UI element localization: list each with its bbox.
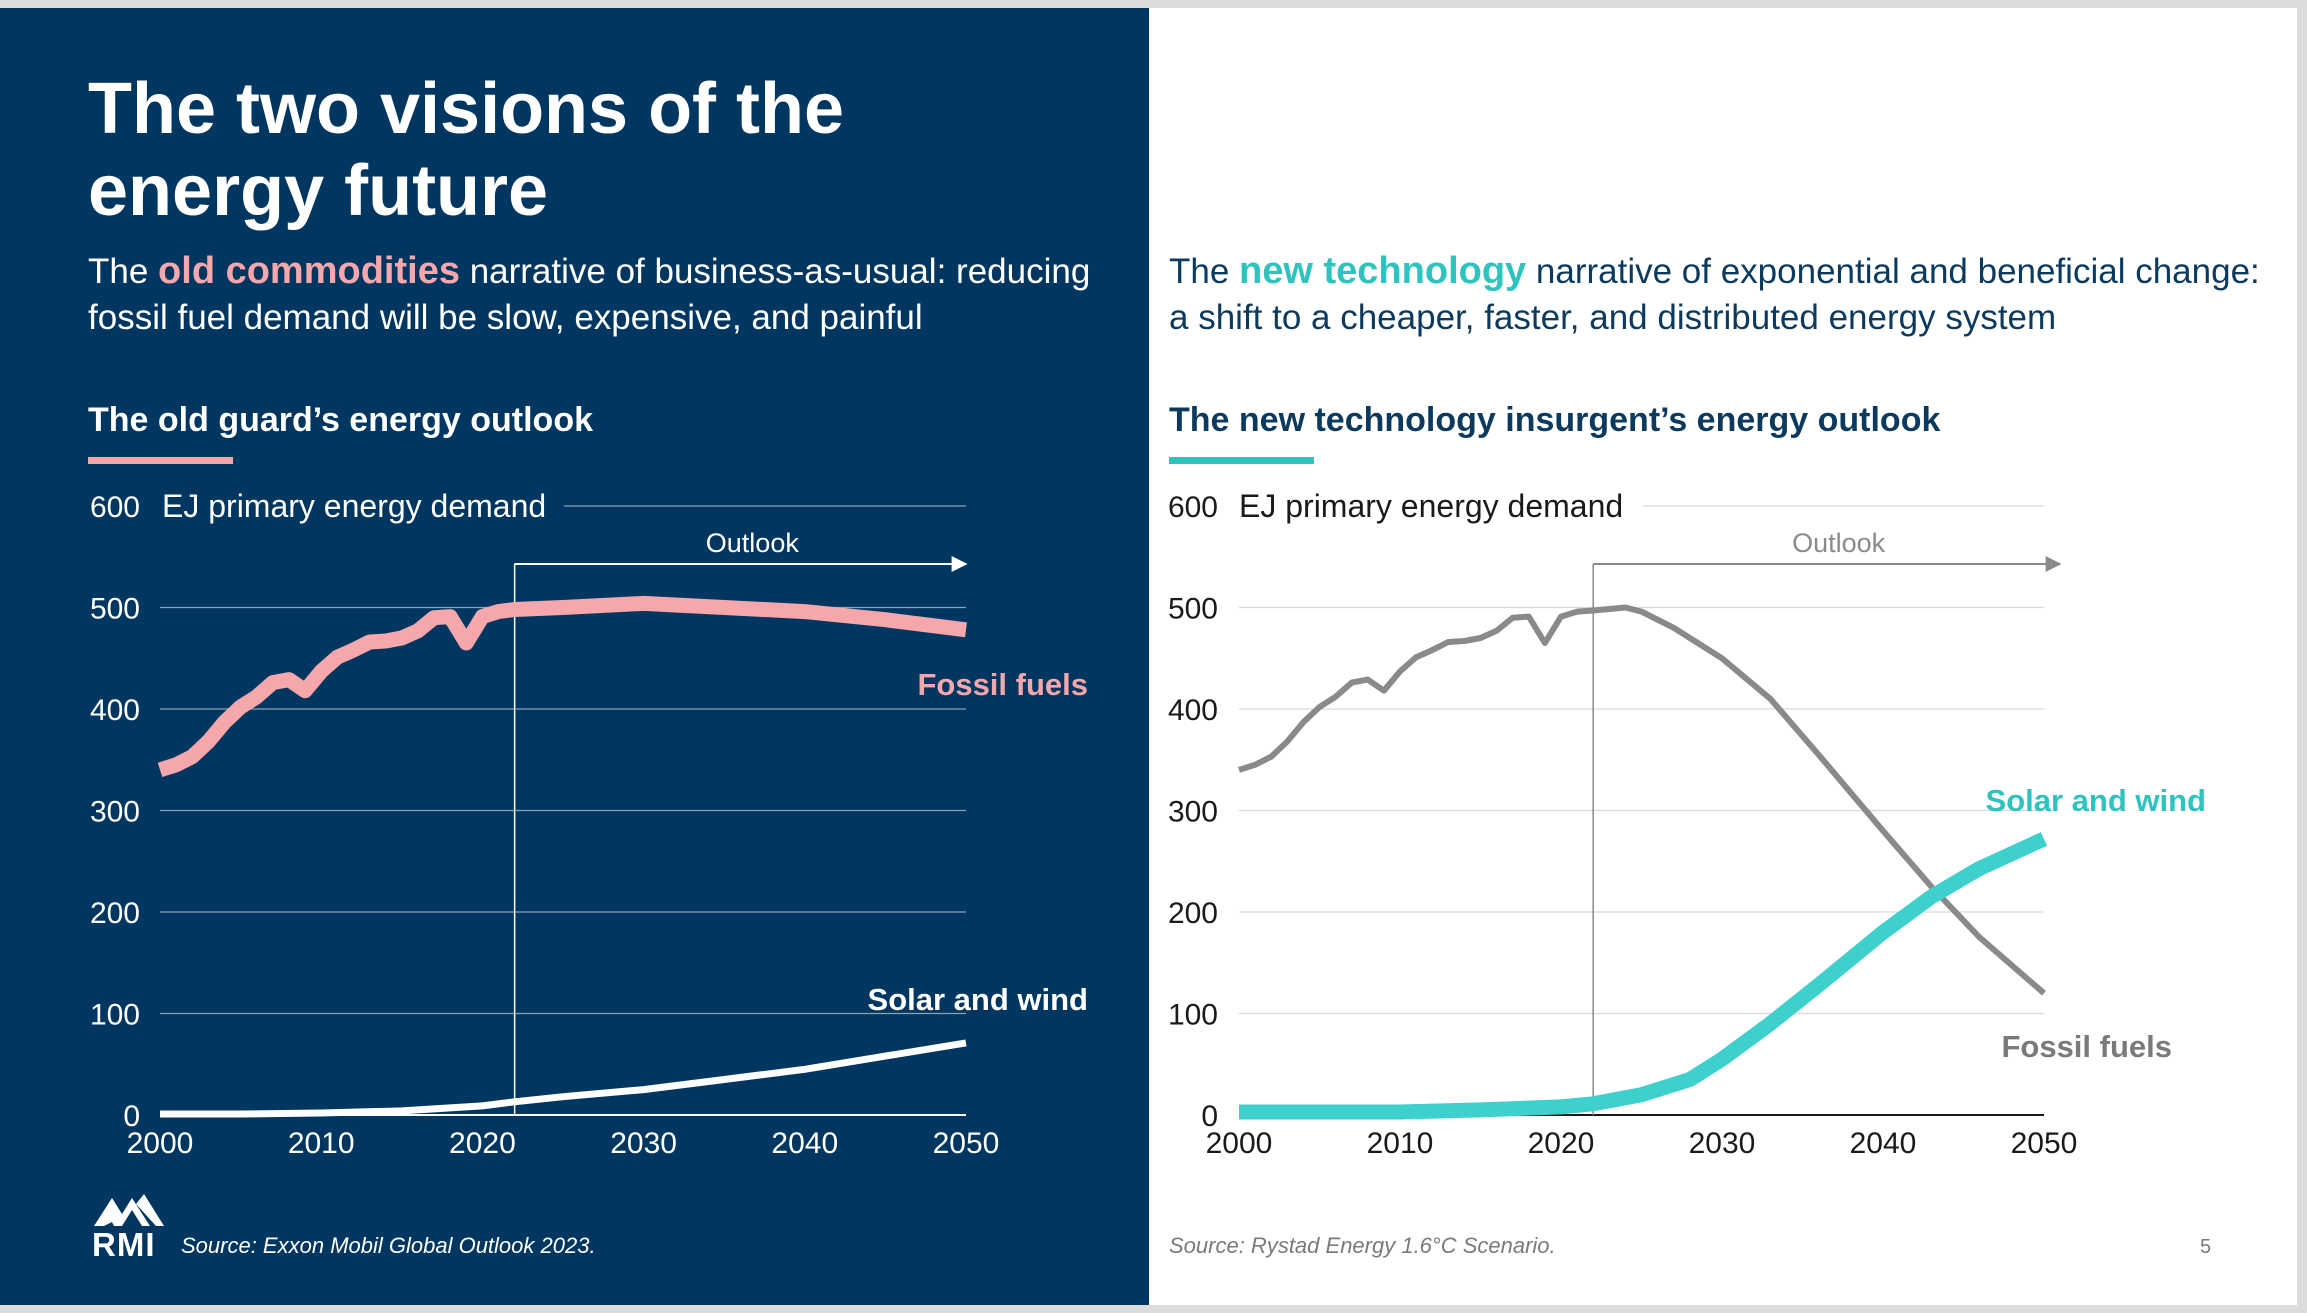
series-line-solar-and-wind	[1239, 832, 2048, 1120]
outlook-label: Outlook	[1792, 528, 1886, 558]
right-chart: 0 100 200 300 400 500 600 EJ primary energy dem…	[1168, 488, 2206, 1160]
y-tick-label: 0	[123, 1100, 140, 1133]
y-tick-label: 100	[90, 999, 140, 1032]
series-label: Solar and wind	[868, 982, 1088, 1017]
y-axis-label: EJ primary energy demand	[162, 488, 546, 524]
charts-canvas: 0 100 200 300 400 500 600 EJ primary energy dem…	[90, 488, 2206, 1160]
x-tick-label: 2040	[771, 1127, 838, 1160]
x-tick-label: 2030	[1689, 1127, 1756, 1160]
series-line-solar-and-wind	[160, 1039, 967, 1118]
y-tick-label: 300	[90, 796, 140, 829]
x-tick-label: 2010	[1367, 1127, 1434, 1160]
left-chart-title: The old guard’s energy outlook	[88, 401, 594, 439]
left-source: Source: Exxon Mobil Global Outlook 2023.	[181, 1233, 596, 1258]
y-tick-label: 600	[1168, 491, 1218, 524]
left-subtitle: The old commodities narrative of busines…	[88, 248, 1148, 341]
x-tick-label: 2020	[1528, 1127, 1595, 1160]
x-tick-label: 2020	[449, 1127, 516, 1160]
right-source: Source: Rystad Energy 1.6°C Scenario.	[1169, 1233, 1556, 1258]
series-label: Fossil fuels	[917, 667, 1088, 702]
y-tick-label: 600	[90, 491, 140, 524]
right-subtitle-pre: The	[1169, 252, 1240, 291]
rmi-logo: RMI	[92, 1192, 172, 1263]
page-number: 5	[2200, 1236, 2212, 1258]
series-label: Solar and wind	[1986, 783, 2206, 818]
series-line-fossil-fuels	[157, 595, 967, 778]
left-subtitle-highlight: old commodities	[158, 250, 460, 292]
left-title-underline	[88, 457, 233, 464]
y-tick-label: 300	[1168, 796, 1218, 829]
series-label: Fossil fuels	[2001, 1029, 2172, 1064]
right-chart-title: The new technology insurgent’s energy ou…	[1169, 401, 1941, 439]
left-chart: 0 100 200 300 400 500 600 EJ primary energy dem…	[90, 488, 1088, 1160]
y-tick-label: 100	[1168, 999, 1218, 1032]
logo-text: RMI	[92, 1226, 156, 1263]
y-tick-label: 400	[1168, 694, 1218, 727]
right-subtitle: The new technology narrative of exponent…	[1169, 248, 2279, 341]
x-tick-label: 2000	[127, 1127, 194, 1160]
x-tick-label: 2030	[610, 1127, 677, 1160]
y-axis-label: EJ primary energy demand	[1239, 488, 1623, 524]
right-subtitle-highlight: new technology	[1239, 250, 1527, 292]
left-subtitle-pre: The	[88, 252, 159, 291]
series-line-fossil-fuels	[1238, 604, 2046, 996]
y-tick-label: 500	[90, 593, 140, 626]
right-subtitle-post: narrative of exponential and beneficial …	[1169, 252, 2260, 337]
page-title: The two visions of the energy future	[88, 69, 845, 231]
right-title-underline	[1169, 457, 1314, 464]
y-tick-label: 0	[1201, 1100, 1218, 1133]
x-tick-label: 2010	[288, 1127, 355, 1160]
y-tick-label: 400	[90, 694, 140, 727]
x-tick-label: 2040	[1850, 1127, 1917, 1160]
x-tick-label: 2050	[2011, 1127, 2078, 1160]
mountain-logo-icon	[94, 1194, 164, 1226]
y-tick-label: 200	[1168, 897, 1218, 930]
left-subtitle-post: narrative of business-as-usual: reducing…	[88, 252, 1091, 337]
x-tick-label: 2050	[933, 1127, 1000, 1160]
y-tick-label: 500	[1168, 593, 1218, 626]
outlook-label: Outlook	[706, 528, 800, 558]
slide: The two visions of the energy future The…	[0, 8, 2297, 1305]
x-tick-label: 2000	[1206, 1127, 1273, 1160]
y-tick-label: 200	[90, 897, 140, 930]
left-panel	[0, 8, 1149, 1305]
